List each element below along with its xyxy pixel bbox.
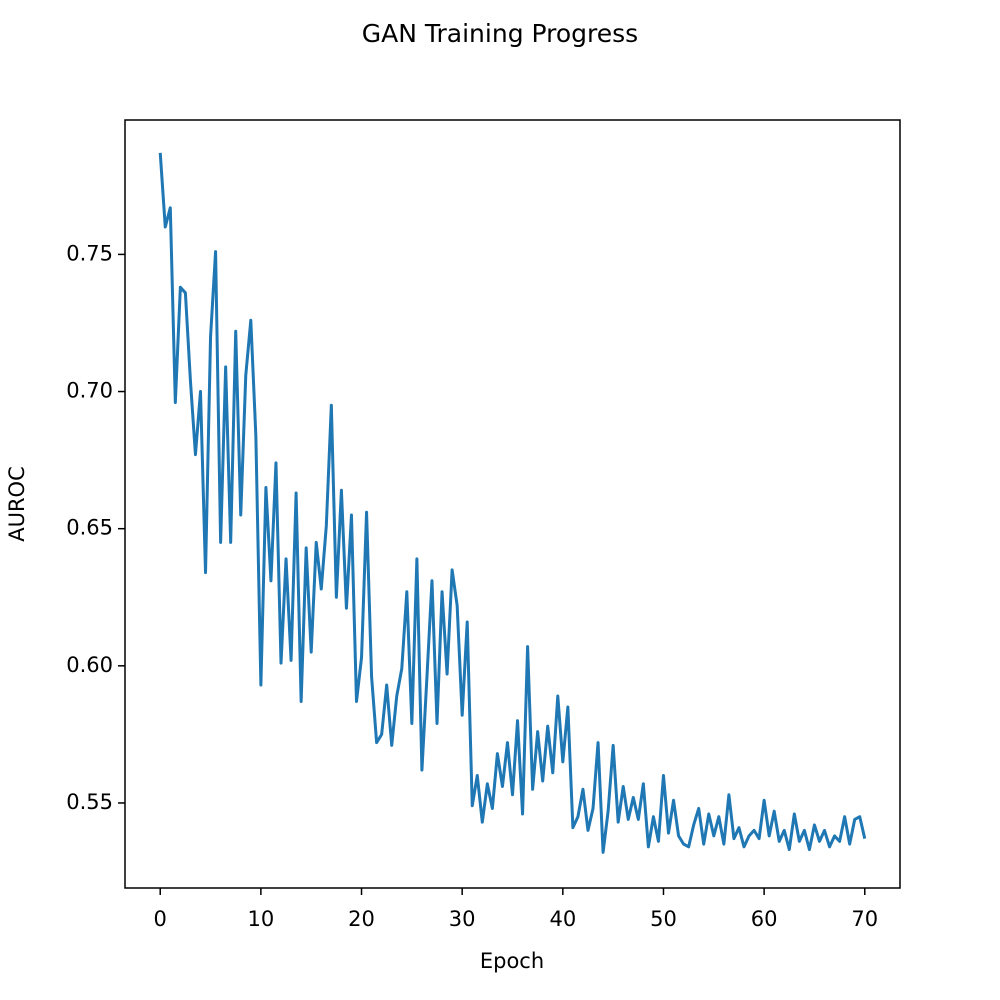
data-line (158, 152, 867, 854)
x-axis-label: Epoch (480, 949, 544, 973)
x-tick-label: 10 (248, 907, 275, 931)
plot-frame (124, 119, 901, 889)
y-axis-label: AUROC (5, 466, 29, 542)
y-tick-label: 0.75 (66, 241, 113, 265)
y-tick-label: 0.55 (66, 790, 113, 814)
y-tick-label: 0.70 (66, 379, 113, 403)
chart-title: GAN Training Progress (362, 19, 638, 48)
x-tick-label: 0 (154, 907, 167, 931)
y-tick-label: 0.60 (66, 653, 113, 677)
x-tick-label: 40 (549, 907, 576, 931)
x-tick-label: 60 (751, 907, 778, 931)
x-tick-label: 70 (851, 907, 878, 931)
y-tick-label: 0.65 (66, 516, 113, 540)
x-tick-label: 50 (650, 907, 677, 931)
x-tick-label: 30 (449, 907, 476, 931)
x-tick-label: 20 (348, 907, 375, 931)
